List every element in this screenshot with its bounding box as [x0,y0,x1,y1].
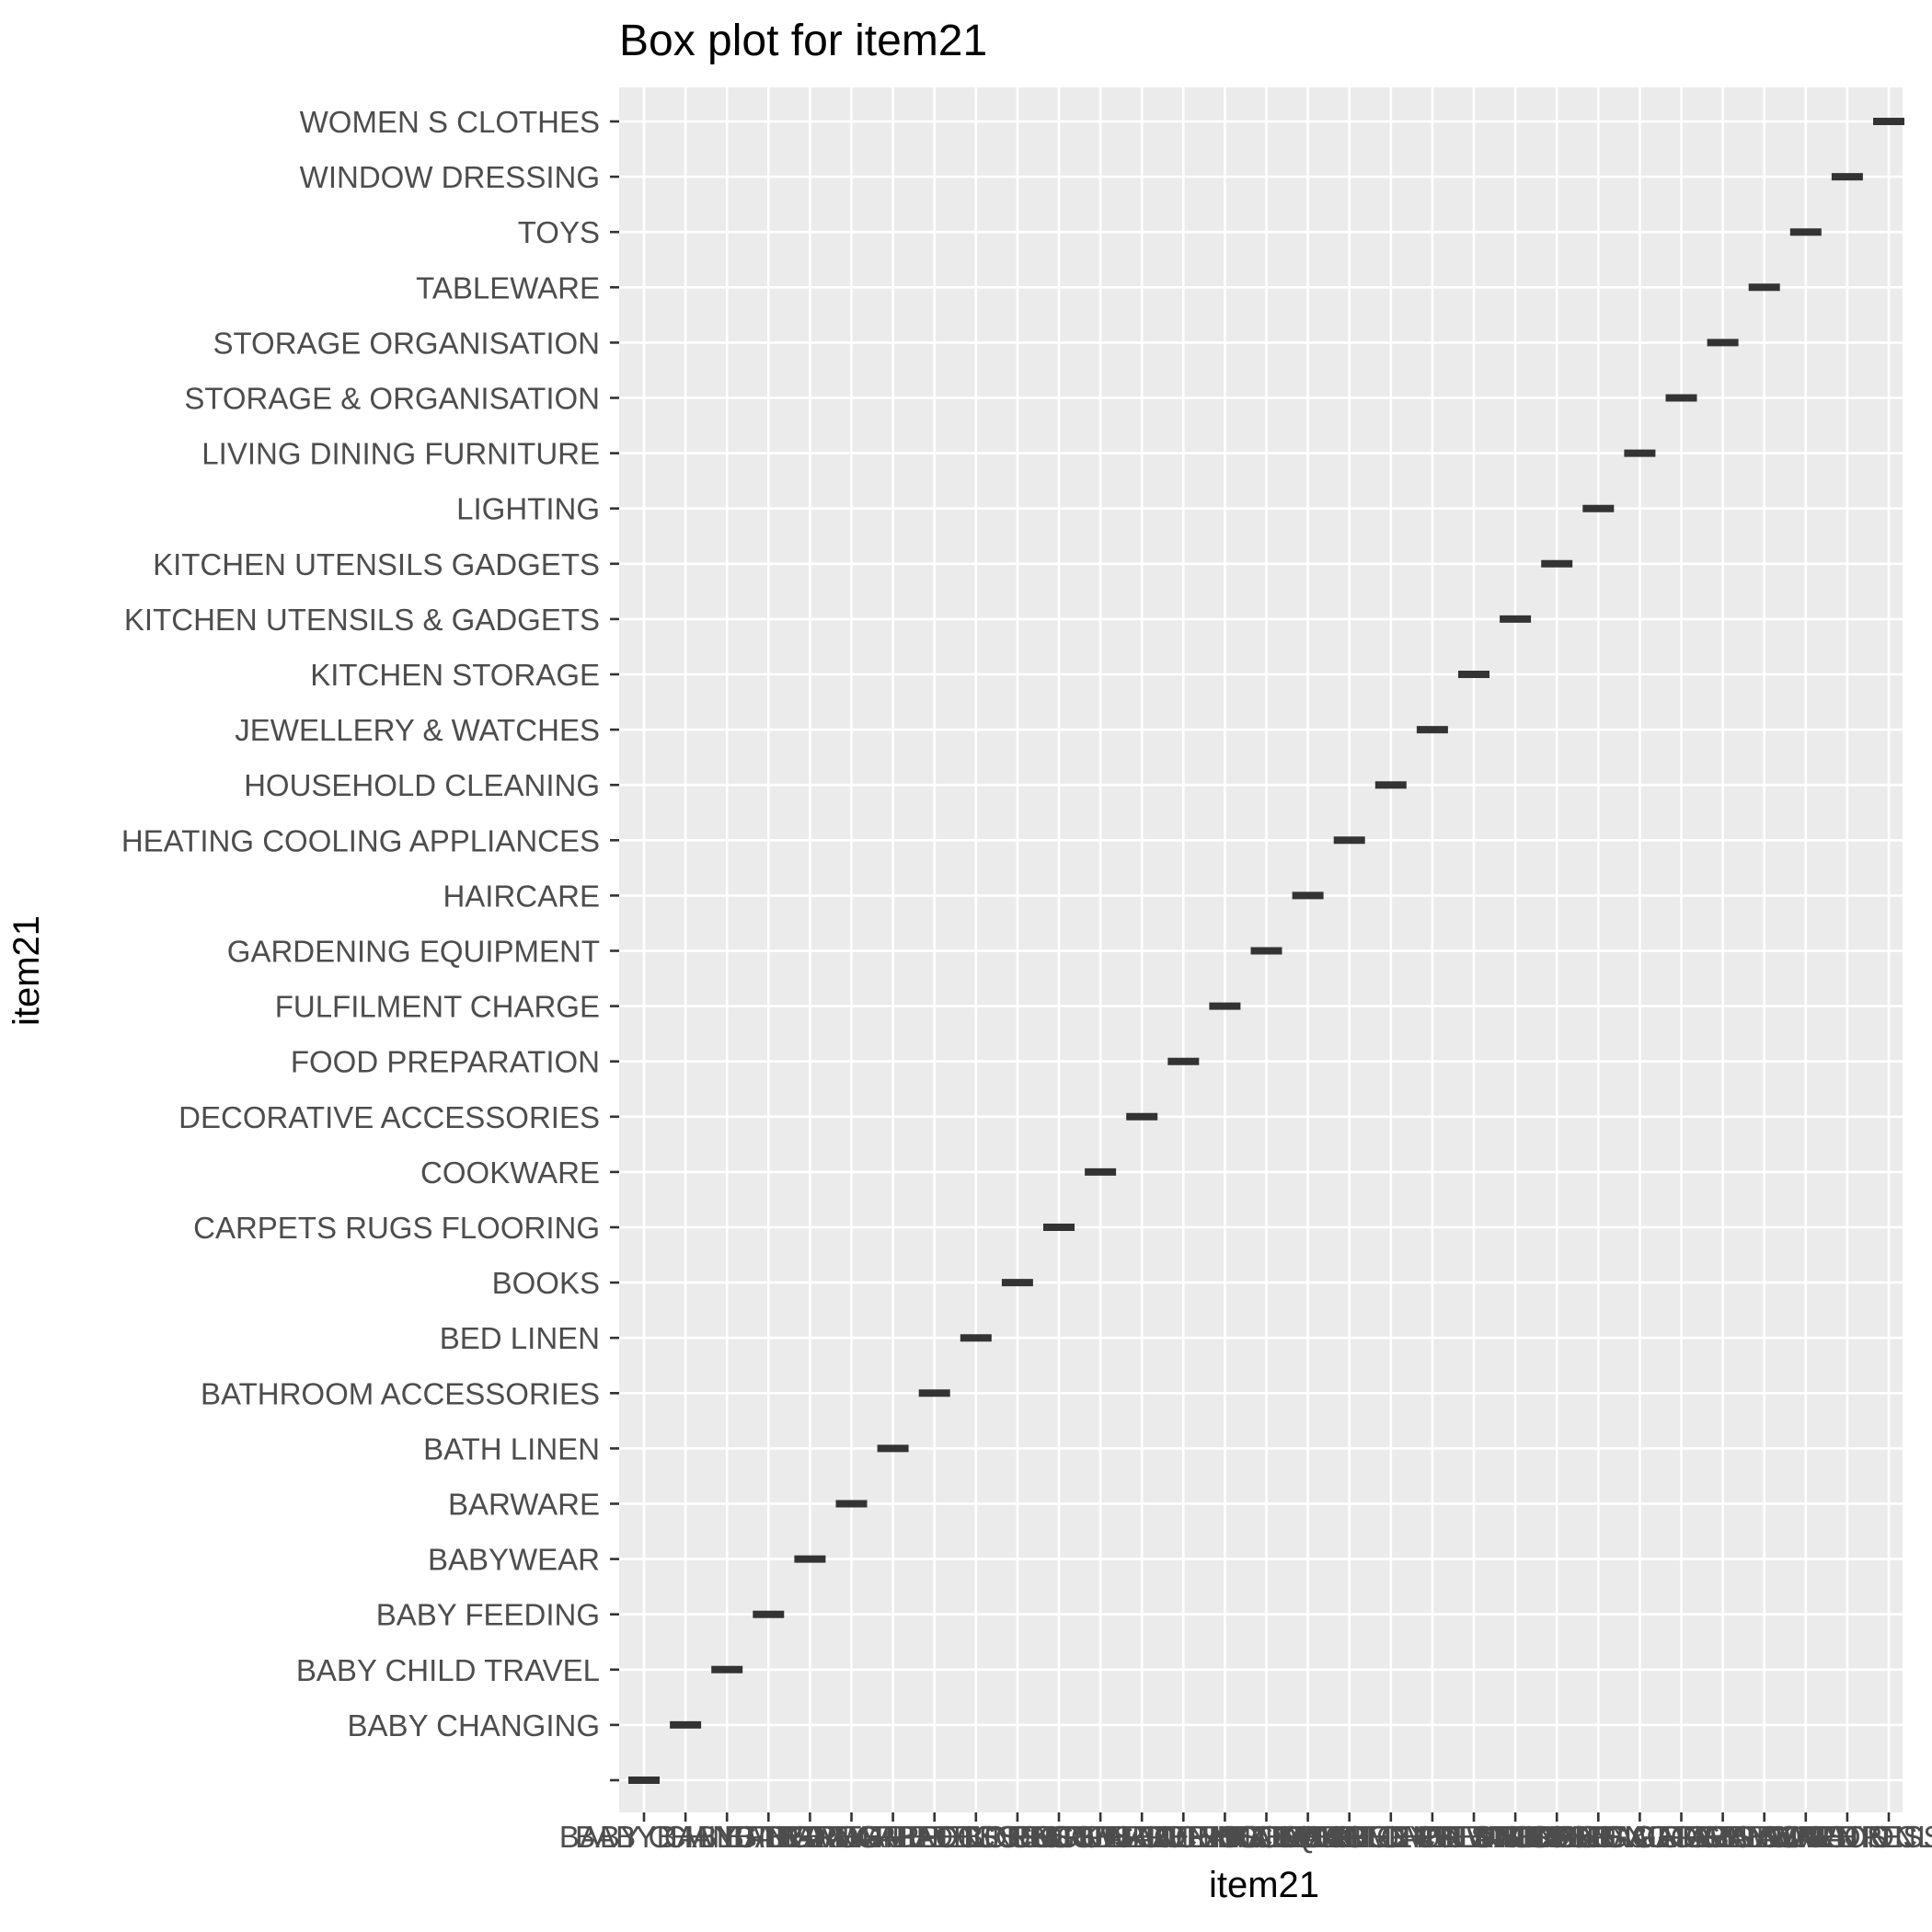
y-tick-label: DECORATIVE ACCESSORIES [178,1100,600,1134]
y-tick-label: TOYS [518,215,600,249]
y-tick-label: WINDOW DRESSING [300,160,600,194]
y-tick-label: WOMEN S CLOTHES [300,105,600,139]
chart-title: Box plot for item21 [619,17,987,65]
y-tick-label: FULFILMENT CHARGE [275,990,600,1024]
y-tick-label: HEATING COOLING APPLIANCES [121,823,600,857]
y-tick-label: JEWELLERY & WATCHES [235,713,600,747]
y-tick-label: LIGHTING [456,492,600,526]
y-tick-label: STORAGE & ORGANISATION [184,382,600,416]
y-tick-label: BABYWEAR [428,1543,600,1577]
y-tick-label: BATHROOM ACCESSORIES [201,1376,600,1410]
y-tick-label: KITCHEN UTENSILS GADGETS [153,547,600,581]
y-axis-title: item21 [6,915,47,1026]
y-tick-label: FOOD PREPARATION [291,1045,600,1079]
y-tick-label: LIVING DINING FURNITURE [201,437,600,471]
y-tick-label: STORAGE ORGANISATION [213,326,600,360]
y-tick-label: BARWARE [448,1488,600,1522]
x-axis-title: item21 [1209,1865,1319,1905]
y-tick-label: BABY CHANGING [348,1708,600,1742]
y-tick-label: HAIRCARE [443,879,600,913]
y-tick-label: BOOKS [492,1266,600,1300]
x-tick-label: WOMEN S CLOTHES [1739,1820,1932,1854]
y-axis: BABY CHANGING BABY CHILD TRAVEL BABY FEEDI… [121,105,619,1780]
y-tick-label: CARPETS RUGS FLOORING [193,1211,600,1245]
y-tick-label: COOKWARE [420,1156,600,1190]
y-tick-label: BED LINEN [440,1321,600,1355]
y-tick-label: GARDENING EQUIPMENT [227,935,600,969]
y-tick-label: HOUSEHOLD CLEANING [244,768,600,802]
y-tick-label: BABY FEEDING [376,1598,600,1632]
y-tick-label: KITCHEN UTENSILS & GADGETS [124,603,600,637]
y-tick-label: BABY CHILD TRAVEL [296,1653,600,1687]
y-tick-label: BATH LINEN [423,1432,600,1466]
y-tick-label: KITCHEN STORAGE [310,658,600,692]
y-tick-label: TABLEWARE [416,270,600,305]
